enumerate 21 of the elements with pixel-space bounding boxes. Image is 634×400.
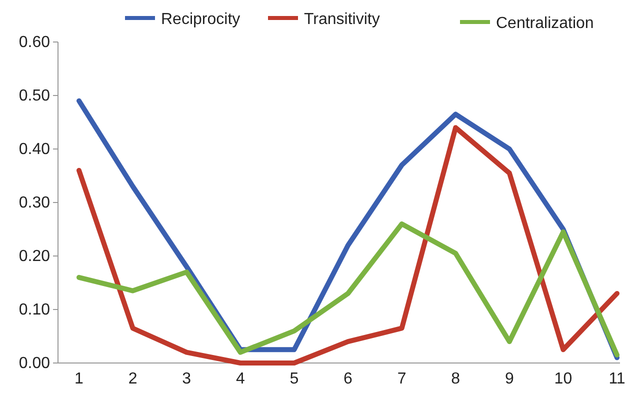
y-tick-label: 0.50 bbox=[18, 88, 50, 105]
x-tick-label: 9 bbox=[504, 370, 514, 388]
x-tick-label: 10 bbox=[554, 370, 572, 388]
x-tick-label: 3 bbox=[182, 370, 192, 388]
y-tick-label: 0.40 bbox=[18, 141, 50, 158]
x-tick-label: 6 bbox=[344, 370, 353, 388]
legend-label: Transitivity bbox=[304, 11, 380, 28]
y-tick-label: 0.00 bbox=[18, 355, 50, 372]
x-tick-label: 7 bbox=[397, 370, 406, 388]
y-tick-label: 0.30 bbox=[18, 194, 50, 212]
x-tick-label: 8 bbox=[451, 370, 460, 388]
x-tick-label: 1 bbox=[74, 370, 84, 388]
x-tick-label: 11 bbox=[608, 370, 626, 388]
x-tick-label: 5 bbox=[290, 370, 299, 388]
legend-label: Centralization bbox=[496, 15, 594, 32]
x-tick-label: 4 bbox=[236, 370, 245, 388]
y-tick-label: 0.60 bbox=[18, 34, 50, 52]
y-tick-label: 0.20 bbox=[18, 248, 50, 266]
x-tick-label: 2 bbox=[128, 370, 138, 388]
legend-label: Reciprocity bbox=[161, 11, 240, 28]
y-tick-label: 0.10 bbox=[18, 302, 50, 319]
